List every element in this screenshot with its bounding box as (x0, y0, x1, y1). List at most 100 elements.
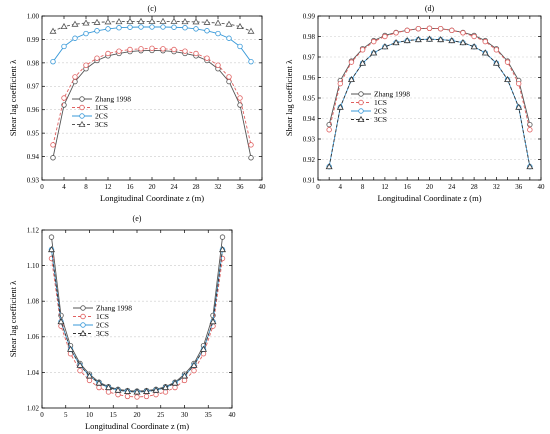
y-tick-label: 0.96 (27, 106, 40, 114)
data-point (200, 345, 207, 352)
series-zhang-1998 (48, 234, 226, 394)
x-tick-label: 10 (86, 411, 94, 419)
data-point (60, 22, 68, 30)
legend-label: 2CS (95, 112, 108, 121)
data-point (237, 43, 243, 50)
data-point (94, 28, 100, 34)
x-tick-label: 24 (448, 183, 456, 191)
x-tick-label: 20 (149, 183, 157, 191)
data-point (49, 27, 57, 34)
data-point (71, 20, 79, 27)
series-line (51, 237, 223, 392)
data-point (181, 372, 188, 379)
legend-label: Zhang 1998 (95, 95, 131, 104)
data-point (225, 20, 233, 27)
x-tick-label: 40 (229, 411, 237, 419)
data-point (481, 49, 489, 56)
data-point (160, 24, 166, 30)
legend-label: 3CS (95, 120, 108, 129)
data-point (149, 45, 155, 52)
data-point (181, 18, 189, 25)
data-point (48, 234, 55, 240)
series-line (52, 49, 252, 158)
x-axis-title: Longitudinal Coordinate z (m) (377, 193, 481, 203)
data-point (94, 55, 100, 61)
data-point (459, 39, 467, 46)
data-point (504, 59, 511, 65)
x-tick-label: 24 (171, 183, 179, 191)
data-point (237, 95, 243, 101)
data-point (214, 19, 222, 26)
data-point (50, 58, 56, 65)
y-tick-label: 1.10 (27, 262, 40, 270)
legend-label: Zhang 1998 (374, 90, 410, 99)
data-point (83, 62, 89, 68)
data-point (115, 391, 121, 398)
legend-label: 2CS (96, 321, 109, 330)
x-tick-label: 5 (64, 411, 68, 419)
y-tick-label: 0.94 (27, 153, 40, 161)
data-point (77, 367, 83, 374)
data-point (127, 24, 133, 30)
data-point (437, 26, 444, 32)
legend-label: 1CS (374, 98, 387, 107)
data-point (153, 391, 159, 398)
plot-frame (317, 15, 542, 181)
data-point (492, 59, 500, 66)
legend-label: 3CS (96, 329, 109, 338)
x-tick-label: 20 (134, 411, 142, 419)
data-point (133, 388, 141, 395)
chart-panel-e: (e) 1.02 1.04 1.06 1.08 1.10 1.12 0 5 10 15 20 25 30 3… (8, 214, 236, 431)
data-point (236, 22, 244, 30)
data-point (170, 17, 178, 24)
data-point (171, 46, 177, 53)
data-point (83, 30, 89, 37)
series-2cs (50, 24, 254, 65)
data-point (171, 24, 177, 30)
y-tick-label: 0.94 (303, 115, 316, 123)
data-point (72, 78, 78, 85)
data-point (226, 74, 232, 80)
data-point (76, 361, 84, 368)
data-point (138, 24, 144, 30)
data-point (204, 55, 210, 61)
y-tick-label: 1.12 (27, 226, 40, 234)
x-tick-label: 12 (381, 183, 389, 191)
data-point (143, 387, 150, 394)
y-tick-label: 0.97 (27, 83, 40, 91)
data-point (515, 103, 523, 110)
data-point (193, 26, 199, 32)
data-point (193, 50, 199, 57)
x-tick-label: 4 (62, 183, 66, 191)
x-tick-label: 25 (157, 411, 165, 419)
y-tick-label: 1.08 (27, 298, 40, 306)
series-1cs (50, 45, 254, 148)
x-axis-title: Longitudinal Coordinate z (m) (85, 421, 189, 431)
data-point (203, 18, 211, 25)
data-point (448, 36, 456, 44)
data-point (105, 389, 112, 395)
x-tick-label: 32 (215, 183, 223, 191)
legend-label: 3CS (374, 115, 387, 124)
data-point (181, 377, 188, 384)
data-point (337, 80, 343, 87)
data-point (382, 33, 388, 40)
series-line (51, 258, 223, 398)
x-tick-label: 20 (426, 183, 434, 191)
series-1cs (326, 25, 533, 133)
data-point (138, 46, 144, 52)
data-point (115, 18, 123, 25)
x-tick-label: 16 (127, 183, 135, 191)
data-point (126, 17, 134, 24)
legend-label: Zhang 1998 (96, 304, 132, 313)
y-tick-label: 0.95 (27, 130, 40, 138)
data-point (215, 30, 221, 37)
data-point (359, 47, 366, 53)
data-point (72, 35, 78, 41)
data-point (248, 155, 254, 161)
y-tick-label: 0.98 (27, 59, 40, 67)
data-point (209, 318, 217, 325)
data-point (516, 80, 522, 87)
